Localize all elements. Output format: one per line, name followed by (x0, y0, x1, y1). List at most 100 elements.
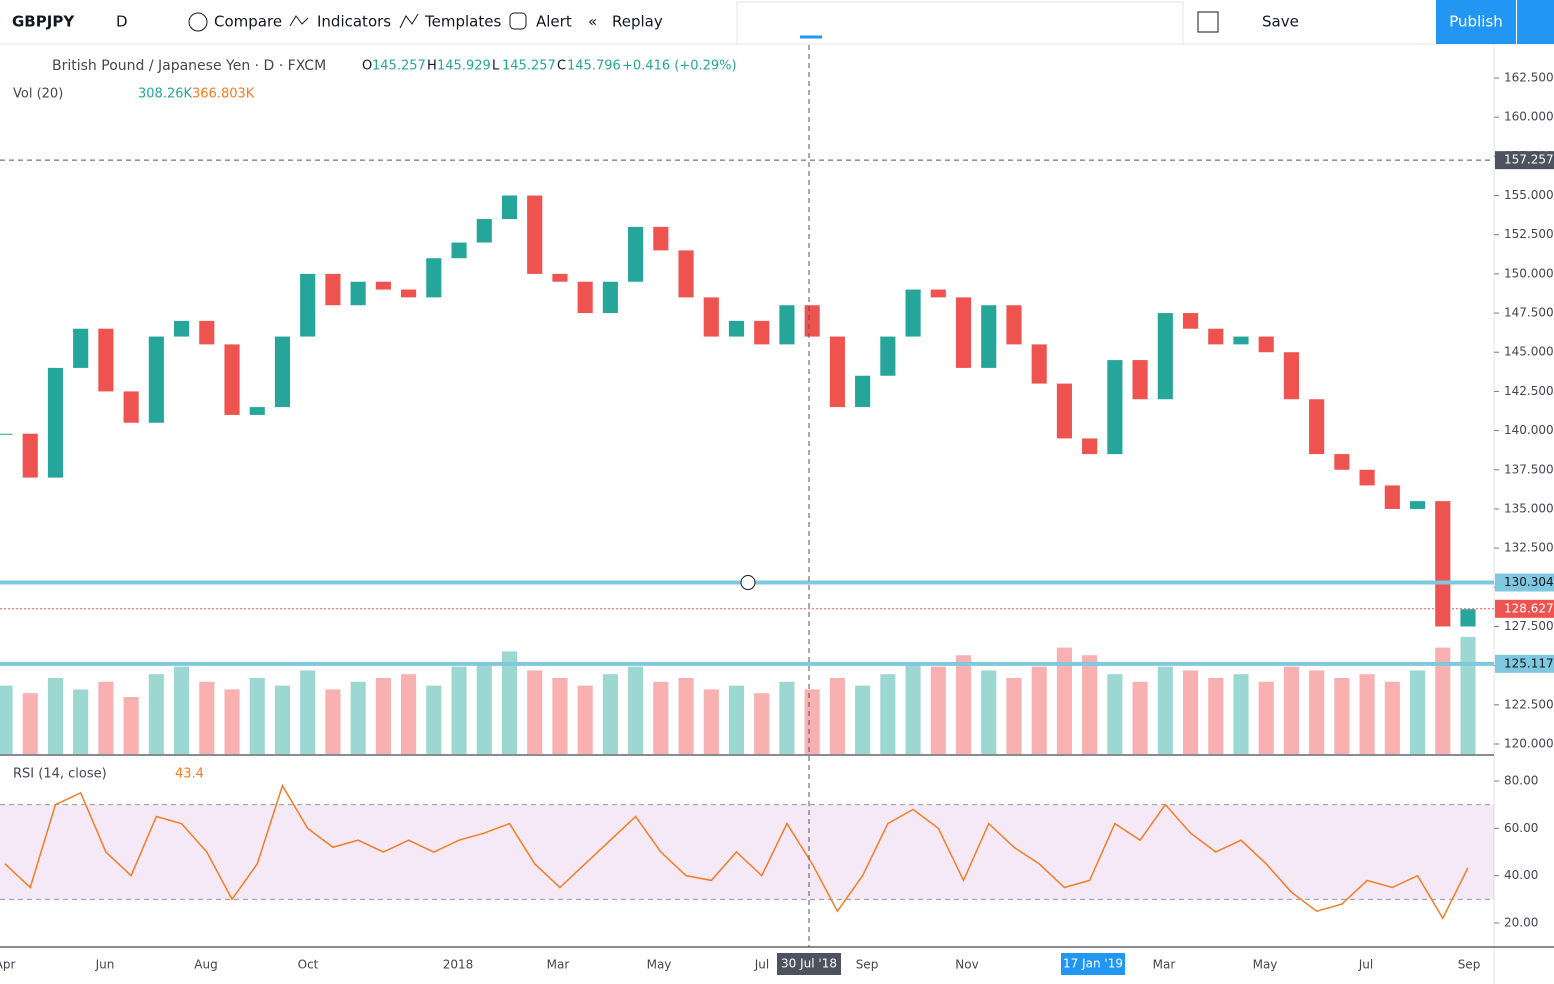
volume-bar (880, 674, 896, 754)
ohlc-value: 145.257 (502, 59, 556, 74)
volume-bar (728, 685, 745, 754)
candle (148, 336, 164, 423)
candle (1208, 328, 1224, 345)
volume-bar (325, 689, 341, 754)
y-tick-label: 137.500 (1504, 462, 1554, 476)
volume-bar (174, 666, 190, 754)
candle (325, 273, 341, 306)
candle (754, 320, 770, 345)
time-label: Sep (1458, 958, 1481, 972)
candle (1359, 469, 1375, 486)
publish-bg[interactable] (1436, 0, 1516, 44)
candle (199, 320, 215, 345)
candle (1107, 360, 1123, 455)
level-handle[interactable] (740, 575, 756, 591)
volume-bar (426, 685, 442, 754)
volume-bar (47, 678, 64, 754)
y-tick-label: 142.500 (1504, 384, 1554, 398)
time-label: Jun (95, 958, 115, 972)
volume-title: Vol (20) (13, 87, 63, 102)
volume-bar (779, 681, 795, 754)
volume-bar (1031, 666, 1047, 754)
candle (905, 289, 921, 337)
interval[interactable]: D (116, 13, 128, 31)
volume-bar (1435, 647, 1451, 754)
volume-bar (1283, 666, 1299, 754)
time-label: Mar (1153, 958, 1176, 972)
y-tick-label: 150.000 (1504, 266, 1554, 280)
stream-button[interactable] (1517, 0, 1554, 44)
candle (930, 289, 946, 298)
volume-bar (1006, 678, 1022, 754)
time-label: Apr (0, 958, 15, 972)
rsi-tick-label: 60.00 (1504, 821, 1538, 835)
rsi-line (4, 783, 1469, 920)
volume-bar (552, 678, 568, 754)
time-label: Jul (1358, 958, 1373, 972)
candle (1157, 313, 1173, 400)
compare-button[interactable]: Compare (214, 13, 282, 31)
symbol[interactable]: GBPJPY (12, 13, 75, 31)
volume-bar (678, 678, 694, 754)
time-label: May (647, 958, 672, 972)
compare-icon (188, 12, 208, 32)
candle (1384, 485, 1400, 509)
indicators-icon (289, 15, 309, 27)
volume-bar (1359, 674, 1375, 754)
candle (703, 297, 719, 337)
level-label: 130.304 (1504, 575, 1554, 589)
volume-bar (1334, 678, 1350, 754)
volume-bar (527, 670, 543, 754)
crosshair-label: 157.257 (1504, 153, 1554, 167)
volume-bar (1132, 681, 1148, 754)
volume-bar (1157, 666, 1173, 754)
volume-bar (653, 681, 669, 754)
candle (73, 328, 89, 368)
candle (123, 391, 139, 423)
candle (1031, 344, 1047, 384)
candle (728, 320, 745, 337)
candle (653, 226, 669, 251)
indicators-button[interactable]: Indicators (317, 13, 391, 31)
candle (22, 433, 38, 478)
candle (1082, 438, 1098, 455)
candle (1309, 399, 1325, 455)
time-label: Sep (856, 958, 879, 972)
volume-bar (602, 674, 618, 754)
y-tick-label: 145.000 (1504, 345, 1554, 359)
candle (300, 273, 316, 337)
volume-bar (1233, 674, 1249, 754)
volume-bar (905, 662, 921, 754)
candle (1132, 360, 1148, 400)
y-tick-label: 127.500 (1504, 619, 1554, 633)
candle (1283, 352, 1299, 400)
save-button[interactable]: Save (1262, 13, 1299, 31)
replay-button[interactable]: Replay (612, 13, 663, 31)
volume-bar (1460, 636, 1476, 754)
publish-button[interactable]: Publish (1449, 13, 1502, 31)
y-tick-label: 122.500 (1504, 697, 1554, 711)
candle (552, 273, 568, 282)
candle (880, 336, 896, 376)
volume-bar (1107, 674, 1123, 754)
y-tick-label: 155.000 (1504, 188, 1554, 202)
y-tick-label: 135.000 (1504, 501, 1554, 515)
time-label: Aug (194, 958, 217, 972)
volume-bar (754, 693, 770, 754)
candle (1233, 336, 1249, 345)
candle (274, 336, 291, 408)
y-tick-label: 140.000 (1504, 423, 1554, 437)
candle (1258, 336, 1274, 353)
alert-button[interactable]: Alert (536, 13, 572, 31)
candle (224, 344, 240, 415)
instrument: British Pound / Japanese Yen · D · FXCM (52, 58, 326, 74)
volume-bar (1208, 678, 1224, 754)
templates-button[interactable]: Templates (424, 13, 501, 31)
candle (527, 195, 543, 274)
candle (955, 297, 972, 368)
candle (174, 320, 190, 337)
candle (855, 375, 871, 408)
layout-icon[interactable] (1197, 11, 1219, 33)
candle (829, 336, 845, 408)
